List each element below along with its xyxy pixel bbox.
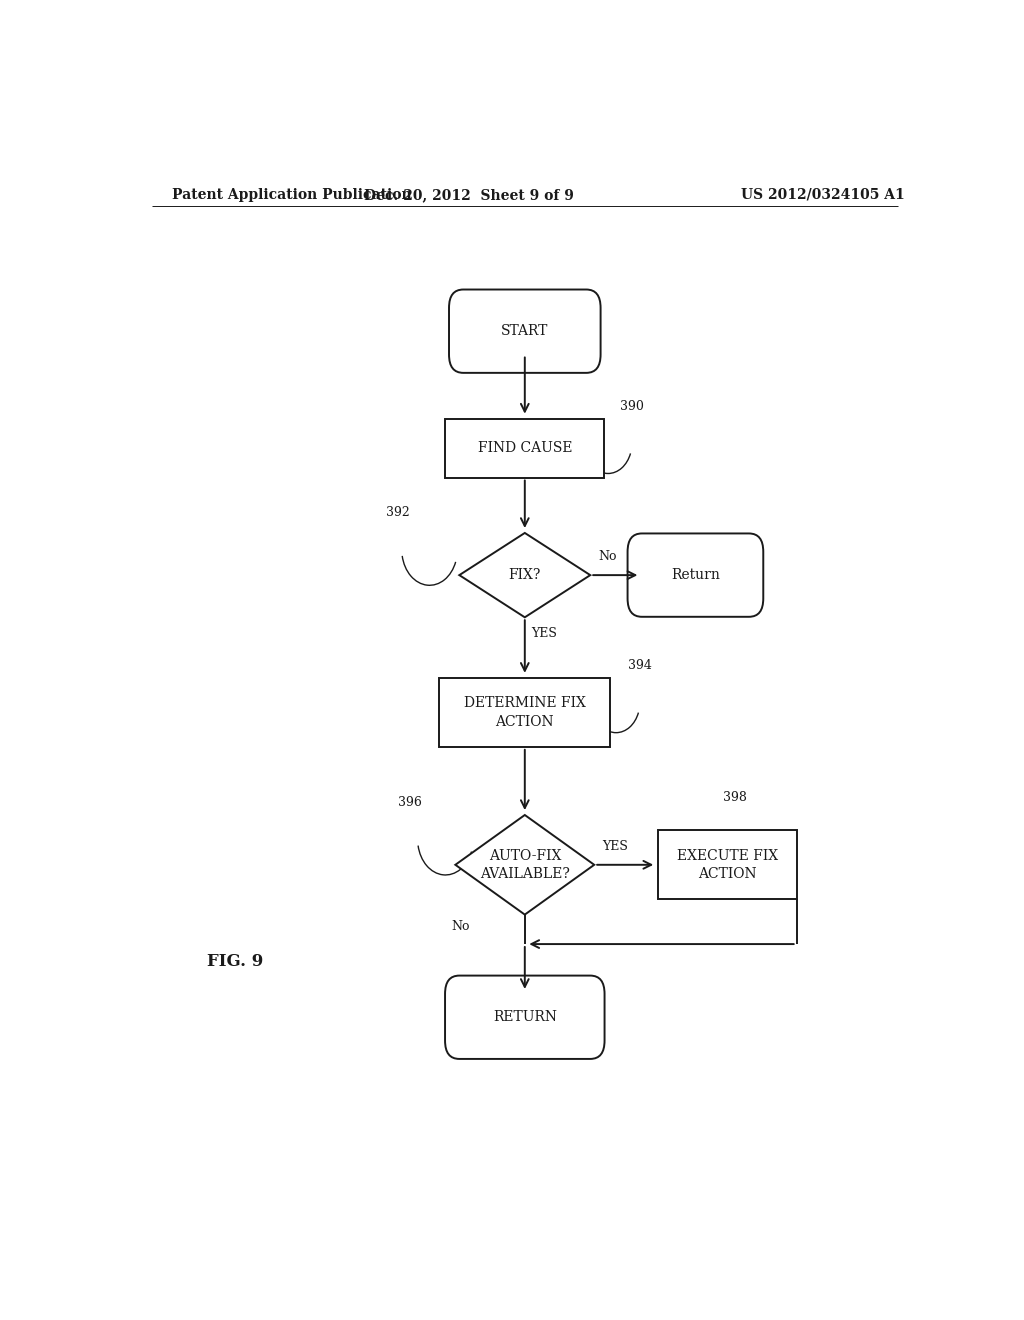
Text: FIG. 9: FIG. 9 <box>207 953 263 970</box>
FancyBboxPatch shape <box>445 975 604 1059</box>
Text: No: No <box>452 920 470 933</box>
Text: YES: YES <box>531 627 557 640</box>
Text: EXECUTE FIX
ACTION: EXECUTE FIX ACTION <box>677 849 778 880</box>
Text: Return: Return <box>671 568 720 582</box>
Text: Patent Application Publication: Patent Application Publication <box>172 187 412 202</box>
Text: FIX?: FIX? <box>509 568 541 582</box>
Text: 394: 394 <box>628 659 652 672</box>
Bar <box>445 418 604 478</box>
Text: FIND CAUSE: FIND CAUSE <box>477 441 572 455</box>
Bar <box>657 830 797 899</box>
Bar <box>439 677 610 747</box>
Text: US 2012/0324105 A1: US 2012/0324105 A1 <box>740 187 904 202</box>
Text: 396: 396 <box>397 796 422 809</box>
Polygon shape <box>460 533 590 618</box>
FancyBboxPatch shape <box>628 533 763 616</box>
Polygon shape <box>456 814 594 915</box>
FancyBboxPatch shape <box>449 289 601 372</box>
Text: YES: YES <box>602 840 628 853</box>
Text: 390: 390 <box>620 400 644 412</box>
Text: Dec. 20, 2012  Sheet 9 of 9: Dec. 20, 2012 Sheet 9 of 9 <box>365 187 574 202</box>
Text: RETURN: RETURN <box>493 1010 557 1024</box>
Text: 392: 392 <box>386 507 410 519</box>
Text: No: No <box>598 550 616 562</box>
Text: DETERMINE FIX
ACTION: DETERMINE FIX ACTION <box>464 696 586 729</box>
Text: AUTO-FIX
AVAILABLE?: AUTO-FIX AVAILABLE? <box>480 849 569 880</box>
Text: 398: 398 <box>723 791 748 804</box>
Text: START: START <box>501 325 549 338</box>
